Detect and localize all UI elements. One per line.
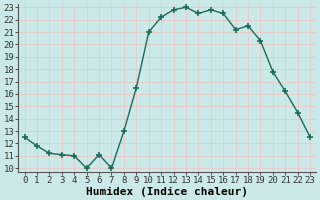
- X-axis label: Humidex (Indice chaleur): Humidex (Indice chaleur): [86, 186, 248, 197]
